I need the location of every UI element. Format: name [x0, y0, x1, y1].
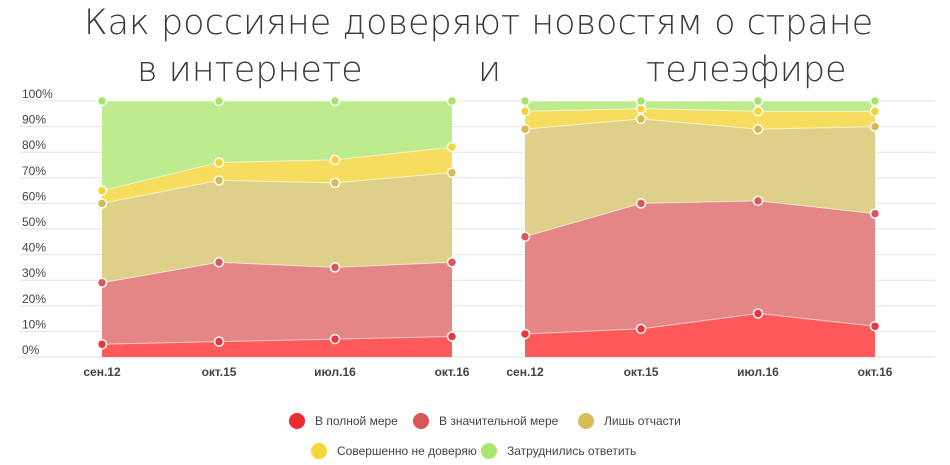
- y-tick-label: 70%: [22, 164, 46, 178]
- internet-series-boundary-0: [101, 336, 453, 345]
- internet-area-series-2: [102, 172, 452, 283]
- tv-data-point[interactable]: [869, 121, 881, 132]
- internet-x-tick-label: окт.15: [202, 365, 237, 379]
- internet-area-series-1: [102, 262, 452, 345]
- legend-marker: [289, 413, 305, 429]
- tv-chart-panel: [519, 95, 881, 357]
- tv-data-point[interactable]: [519, 105, 531, 117]
- internet-data-point[interactable]: [213, 175, 225, 186]
- legend-label[interactable]: В полной мере: [315, 414, 398, 428]
- internet-area-series-3: [102, 147, 452, 204]
- internet-data-point[interactable]: [96, 198, 108, 209]
- internet-data-point[interactable]: [446, 167, 458, 178]
- tv-series-boundary-1: [524, 200, 876, 238]
- tv-data-point[interactable]: [869, 105, 881, 117]
- legend-marker: [578, 413, 594, 429]
- tv-data-point[interactable]: [519, 95, 531, 107]
- y-axis: 0% 10% 20% 30% 40% 50% 60% 70% 80% 90% 100%: [22, 87, 53, 357]
- tv-x-tick-label: июл.16: [737, 365, 779, 379]
- tv-data-point[interactable]: [635, 113, 647, 125]
- tv-data-point[interactable]: [752, 105, 764, 117]
- legend-marker: [481, 443, 497, 459]
- tv-data-point[interactable]: [752, 195, 764, 207]
- y-tick-label: 10%: [22, 317, 46, 331]
- tv-data-point[interactable]: [635, 198, 647, 209]
- internet-data-point[interactable]: [213, 95, 225, 107]
- tv-series-boundary-3: [524, 108, 875, 112]
- x-axis: сен.12 окт.15 июл.16 окт.16 сен.12 окт.15 июл.…: [83, 365, 892, 379]
- tv-x-tick-label: сен.12: [506, 365, 544, 379]
- internet-data-point[interactable]: [96, 185, 108, 196]
- y-tick-label: 40%: [22, 241, 46, 255]
- internet-data-point[interactable]: [446, 331, 458, 342]
- tv-x-tick-label: окт.16: [858, 365, 893, 379]
- tv-data-point[interactable]: [752, 123, 764, 135]
- internet-data-point[interactable]: [329, 333, 341, 345]
- internet-data-point[interactable]: [329, 177, 341, 189]
- y-tick-label: 20%: [22, 292, 46, 306]
- tv-data-point[interactable]: [635, 323, 647, 335]
- tv-data-point[interactable]: [519, 231, 531, 242]
- internet-data-point[interactable]: [96, 277, 108, 289]
- tv-series-boundary-2: [524, 118, 876, 130]
- y-tick-label: 60%: [22, 189, 46, 203]
- tv-area-series-1: [525, 200, 875, 334]
- internet-data-point[interactable]: [213, 336, 225, 347]
- tv-data-point[interactable]: [869, 321, 881, 332]
- chart-title-internet: в интернете: [137, 50, 363, 90]
- internet-x-tick-label: окт.16: [435, 365, 470, 379]
- tv-x-tick-label: окт.15: [624, 365, 659, 379]
- internet-series-boundary-3: [101, 146, 453, 192]
- chart-title-line-1: Как россияне доверяют новостям о стране: [84, 3, 874, 43]
- internet-series-boundary-1: [101, 261, 453, 284]
- internet-x-tick-label: сен.12: [83, 365, 121, 379]
- internet-area-series-0: [102, 336, 452, 357]
- legend-marker: [311, 443, 327, 459]
- tv-data-point[interactable]: [869, 95, 881, 107]
- internet-area-series-4: [102, 101, 452, 191]
- internet-data-point[interactable]: [213, 157, 225, 168]
- internet-chart-panel: [96, 95, 458, 357]
- y-tick-label: 100%: [22, 87, 53, 101]
- internet-x-tick-label: июл.16: [314, 365, 356, 379]
- internet-data-point[interactable]: [329, 262, 341, 273]
- internet-data-point[interactable]: [446, 141, 458, 153]
- internet-data-point[interactable]: [96, 95, 108, 107]
- legend-label[interactable]: Совершенно не доверяю: [337, 444, 477, 458]
- legend-marker: [413, 413, 429, 429]
- y-tick-label: 30%: [22, 266, 46, 280]
- tv-area-series-0: [525, 313, 875, 357]
- tv-data-point[interactable]: [869, 208, 881, 219]
- tv-data-point[interactable]: [752, 95, 764, 107]
- tv-data-point[interactable]: [635, 95, 647, 107]
- internet-data-point[interactable]: [329, 154, 341, 166]
- y-tick-label: 0%: [22, 343, 40, 357]
- internet-data-point[interactable]: [213, 257, 225, 268]
- legend-label[interactable]: В значительной мере: [439, 414, 559, 428]
- tv-data-point[interactable]: [519, 328, 531, 340]
- tv-data-point[interactable]: [752, 308, 764, 319]
- internet-data-point[interactable]: [329, 95, 341, 107]
- tv-series-boundary-0: [524, 312, 876, 335]
- internet-data-point[interactable]: [446, 257, 458, 268]
- y-tick-label: 90%: [22, 113, 46, 127]
- legend-label[interactable]: Затруднились ответить: [507, 444, 636, 458]
- tv-area-series-2: [525, 118, 875, 237]
- internet-data-point[interactable]: [446, 95, 458, 107]
- y-tick-label: 80%: [22, 138, 46, 152]
- tv-area-series-3: [525, 108, 875, 130]
- internet-series-boundary-2: [101, 172, 453, 204]
- chart-title-tv: телеэфире: [646, 50, 847, 90]
- tv-area-series-4: [525, 101, 875, 112]
- legend: В полной мере В значительной мере Лишь отч…: [289, 413, 681, 459]
- legend-label[interactable]: Лишь отчасти: [604, 414, 681, 428]
- y-tick-label: 50%: [22, 215, 46, 229]
- tv-data-point[interactable]: [519, 123, 531, 135]
- internet-data-point[interactable]: [96, 338, 108, 350]
- chart-title-and: и: [478, 50, 502, 90]
